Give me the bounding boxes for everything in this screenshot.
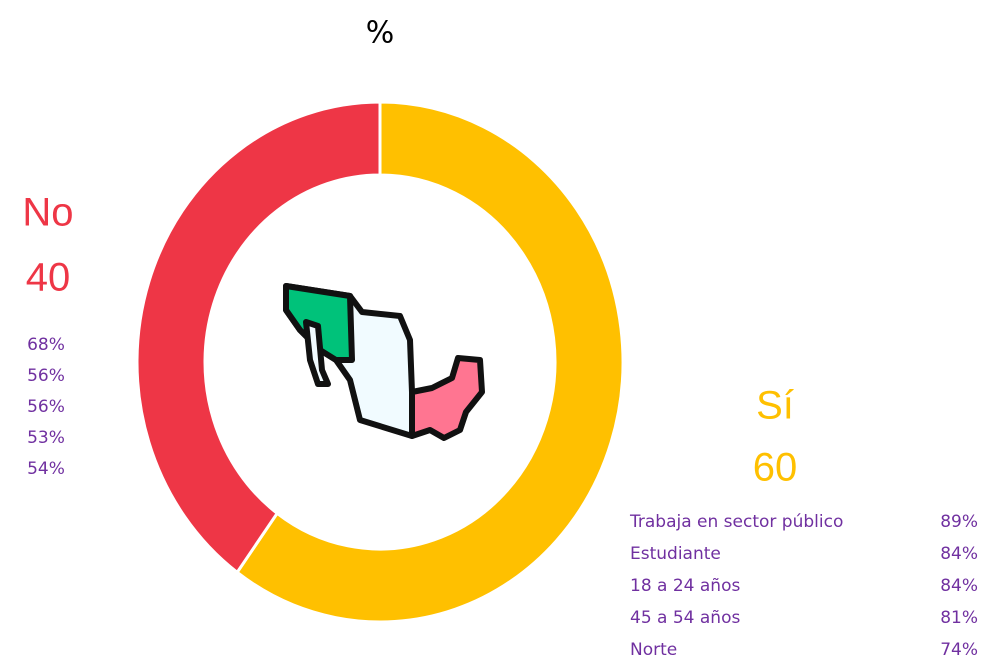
breakdown-value: 56%	[27, 397, 65, 417]
breakdown-value: 74%	[940, 640, 978, 660]
breakdown-label: 45 a 54 años	[630, 608, 740, 628]
donut	[135, 100, 625, 624]
donut-slice	[135, 100, 382, 575]
breakdown-value: 56%	[27, 366, 65, 386]
breakdown-label: Norte	[630, 640, 677, 660]
breakdown-value: 53%	[27, 428, 65, 448]
breakdown-value: 54%	[27, 459, 65, 479]
category-value: 60	[753, 446, 798, 490]
chart-title: %	[366, 16, 395, 51]
breakdown-value: 81%	[940, 608, 978, 628]
labels: Sí 60 No 40 Trabaja en sector público 89% Estu…	[22, 191, 978, 660]
breakdown-value: 68%	[27, 335, 65, 355]
breakdown-value: 84%	[940, 544, 978, 564]
breakdown-value: 89%	[940, 512, 978, 532]
breakdown-label: Trabaja en sector público	[629, 512, 843, 532]
category-value: 40	[26, 256, 71, 300]
donut-slice	[235, 100, 625, 624]
mexico-icon	[283, 283, 485, 441]
breakdown-label: 18 a 24 años	[630, 576, 740, 596]
category-label: Sí	[756, 384, 794, 428]
breakdown-label: Estudiante	[630, 544, 721, 564]
breakdown-value: 84%	[940, 576, 978, 596]
category-label: No	[22, 191, 73, 235]
